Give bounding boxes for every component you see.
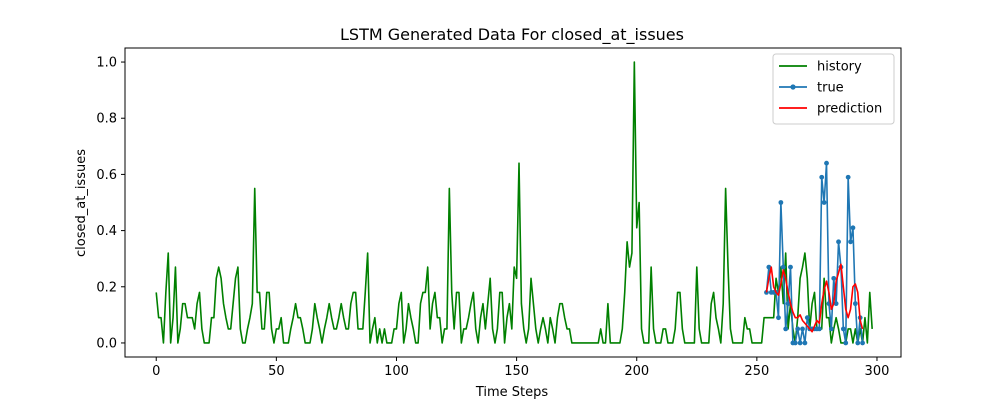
- y-tick-label: 0.8: [96, 112, 117, 127]
- data-point-true: [804, 315, 810, 321]
- x-tick-label: 0: [152, 364, 160, 379]
- data-point-true: [816, 326, 822, 332]
- data-point-true: [766, 264, 772, 270]
- data-point-true: [845, 174, 851, 180]
- data-point-true: [848, 239, 853, 245]
- x-tick-label: 150: [504, 364, 529, 379]
- data-point-true: [831, 275, 837, 281]
- y-tick-label: 0.0: [96, 336, 117, 351]
- legend-label-prediction: prediction: [817, 102, 882, 117]
- data-point-true: [776, 315, 781, 321]
- x-tick-label: 250: [744, 364, 769, 379]
- legend-marker-true: [790, 84, 796, 90]
- data-point-true: [795, 326, 801, 332]
- data-point-true: [850, 225, 856, 231]
- legend: history true prediction: [772, 53, 895, 125]
- data-point-true: [821, 200, 827, 205]
- data-point-true: [792, 340, 798, 346]
- x-axis: 0 50 100 150 200 250 300: [152, 357, 889, 379]
- data-point-true: [828, 326, 834, 332]
- data-point-true: [783, 326, 789, 332]
- legend-box: [772, 53, 895, 125]
- y-axis: 0.0 0.2 0.4 0.6 0.8 1.0: [96, 56, 125, 351]
- legend-label-true: true: [817, 81, 844, 96]
- legend-label-history: history: [817, 60, 862, 75]
- x-axis-label: Time Steps: [475, 385, 549, 400]
- data-point-true: [836, 239, 841, 245]
- data-point-true: [852, 301, 858, 307]
- series-line-history: [155, 61, 873, 344]
- data-point-true: [785, 301, 791, 307]
- data-point-true: [833, 301, 839, 307]
- series-layer: [155, 61, 873, 346]
- data-point-true: [819, 174, 825, 180]
- y-tick-label: 1.0: [96, 56, 117, 71]
- x-tick-label: 100: [384, 364, 409, 379]
- x-tick-label: 200: [624, 364, 649, 379]
- chart-title: LSTM Generated Data For closed_at_issues: [340, 25, 684, 45]
- data-point-true: [788, 264, 793, 270]
- y-tick-label: 0.4: [96, 224, 117, 239]
- data-point-true: [780, 264, 786, 270]
- x-tick-label: 300: [865, 364, 890, 379]
- y-axis-label: closed_at_issues: [74, 149, 89, 257]
- y-tick-label: 0.6: [96, 168, 117, 183]
- data-point-true: [843, 340, 849, 346]
- series-line-prediction: [765, 263, 864, 333]
- data-point-true: [764, 289, 769, 295]
- plot-area-frame: [124, 47, 902, 358]
- data-point-true: [840, 326, 846, 332]
- data-point-true: [802, 340, 808, 346]
- data-point-true: [778, 200, 784, 205]
- data-point-true: [797, 340, 803, 346]
- data-point-true: [855, 340, 861, 346]
- y-tick-label: 0.2: [96, 280, 117, 295]
- data-point-true: [860, 340, 865, 346]
- data-point-true: [800, 326, 805, 332]
- data-point-true: [824, 160, 829, 166]
- x-tick-label: 50: [268, 364, 285, 379]
